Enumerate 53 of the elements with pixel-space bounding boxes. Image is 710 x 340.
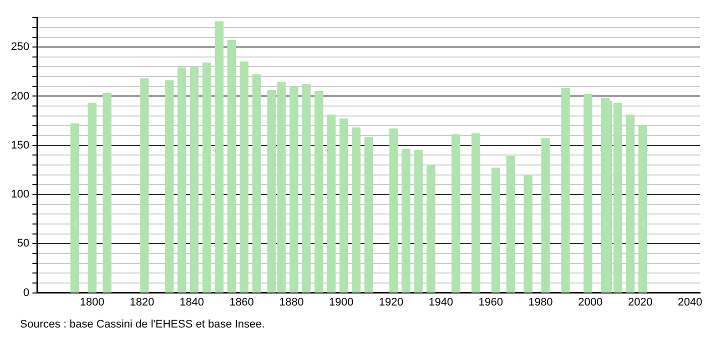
x-tick-label: 1860 [229,296,254,308]
bar [452,134,460,293]
bar [626,114,635,293]
bar [402,148,410,293]
bar [227,40,236,293]
bar [506,156,516,293]
bar [471,133,480,293]
y-tick-label: 100 [10,188,30,201]
bar [491,168,500,293]
bar [314,90,324,293]
bar [326,114,336,293]
bar [541,138,550,293]
x-tick-label: 1920 [378,296,404,308]
bar [178,67,186,293]
bar [290,86,298,293]
y-tick-label: 0 [23,286,30,299]
bar [584,94,592,293]
bar [638,125,648,293]
x-tick-label: 1800 [80,296,104,308]
bar [426,164,436,293]
bar [389,128,398,293]
bar [140,78,149,293]
x-tick-label: 1980 [528,296,553,308]
bar [302,84,311,293]
bar [102,92,112,293]
source-note: Sources : base Cassini de l'EHESS et base Insee. [20,318,265,331]
bar [190,66,199,293]
x-tick-label: 1840 [180,296,204,308]
x-tick-label: 1820 [130,296,154,308]
bar [414,150,423,293]
x-tick-label: 1960 [478,296,503,308]
bar [202,62,212,293]
y-tick-label: 250 [10,41,30,54]
x-tick-label: 2000 [578,296,603,308]
bar [165,80,174,293]
y-tick-label: 150 [10,139,30,152]
bar [70,123,80,293]
bar [240,62,248,293]
bar [88,102,96,293]
y-tick-label: 50 [17,238,30,250]
bar [252,74,261,293]
x-tick-label: 2020 [628,296,652,308]
bar [364,137,374,293]
x-tick-label: 1940 [428,296,454,308]
bar [561,88,570,293]
bar [214,21,224,293]
bar [352,127,361,293]
x-tick-label: 1900 [329,296,354,308]
x-tick-label: 2040 [678,296,702,308]
bar [524,174,532,293]
x-tick-label: 1880 [279,296,304,308]
bar [339,118,348,293]
y-tick-label: 200 [10,90,30,102]
